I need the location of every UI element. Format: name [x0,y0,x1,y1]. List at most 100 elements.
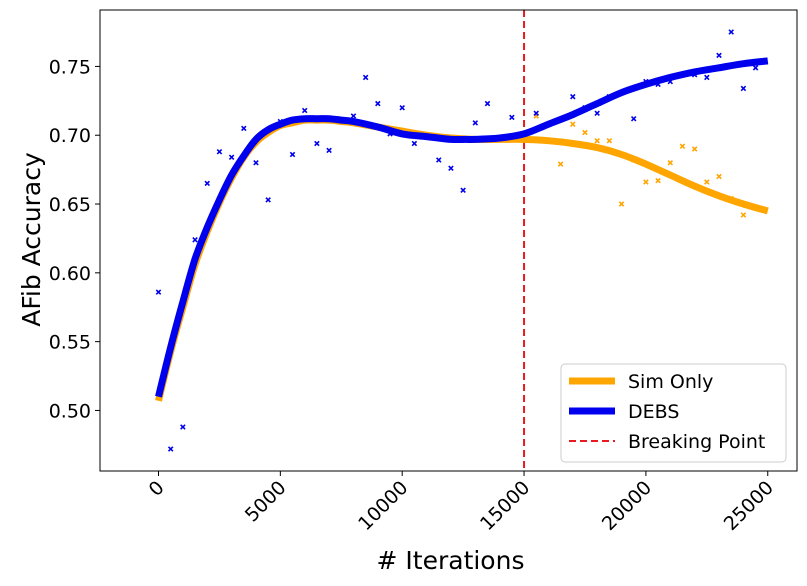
sim-only-point-stroke [643,179,649,185]
debs-point-stroke [740,85,747,92]
debs-point [326,147,332,154]
debs-point-stroke [472,120,479,126]
debs-point [484,100,491,107]
debs-point [752,65,759,71]
debs-point-stroke [460,187,466,194]
debs-point [594,110,600,116]
sim-only-point [594,137,600,144]
debs-point-stroke [533,110,539,116]
sim-only-point-stroke [594,137,600,144]
debs-point [716,52,722,59]
x-axis-title: # Iterations [377,546,525,575]
sim-only-point [655,177,661,184]
legend-box [560,363,787,463]
debs-point-stroke [241,125,247,132]
sim-only-point [740,212,747,218]
debs-point-stroke [484,100,491,107]
debs-point [435,157,442,163]
debs-point-stroke [728,29,734,35]
debs-point-stroke [216,148,223,155]
y-axis-title: AFib Accuracy [17,152,46,327]
sim-only-point-stroke [655,177,661,184]
sim-only-point [570,121,576,127]
y-tick-label: 0.75 [49,56,91,78]
sim-only-point [606,137,613,144]
sim-only-point [582,129,588,136]
debs-point [216,148,223,155]
sim-only-point-stroke [716,173,722,180]
debs-point [314,140,320,147]
debs-point [350,113,357,119]
debs-point [728,29,734,35]
debs-point [362,74,369,81]
sim-only-point [643,179,649,185]
debs-point [472,120,479,126]
y-tick-label: 0.70 [49,125,91,147]
sim-only-point-stroke [667,159,674,166]
sim-only-point-stroke [582,129,588,136]
legend-label: DEBS [628,401,679,423]
debs-point [228,154,235,161]
debs-point [448,165,454,172]
legend-label: Sim Only [628,371,713,393]
debs-point [289,151,296,158]
sim-only-point [716,173,722,180]
debs-point [509,114,515,121]
debs-point [375,100,381,107]
sim-only-point-stroke [570,121,576,127]
sim-only-point [618,201,625,207]
debs-point-stroke [265,197,271,203]
debs-point-stroke [167,446,174,452]
sim-only-point-stroke [704,179,710,185]
debs-line [155,57,769,398]
debs-point-stroke [155,289,162,295]
debs-point-stroke [375,100,381,107]
y-tick-label: 0.65 [49,194,91,216]
y-tick-label: 0.55 [49,332,91,354]
sim-only-point [557,161,564,167]
debs-point-stroke [289,151,296,158]
debs-point-stroke [192,237,198,243]
debs-point [460,187,466,194]
debs-point-stroke [362,74,369,81]
debs-point-stroke [301,107,308,114]
sim-only-point [691,146,698,152]
debs-point [204,180,210,187]
legend: Sim Only DEBS Breaking Point [560,363,787,463]
debs-point-stroke [704,74,710,81]
sim-only-point [679,143,686,150]
sim-only-point-stroke [557,161,564,167]
debs-point-stroke [314,140,320,147]
debs-point-stroke [253,159,259,166]
debs-point [704,74,710,81]
debs-point-stroke [630,115,637,122]
y-tick-label: 0.50 [49,400,91,422]
debs-point-stroke [411,140,418,147]
debs-point-stroke [326,147,332,154]
debs-point [630,115,637,122]
sim-only-point-stroke [740,212,747,218]
debs-point-stroke [716,52,722,59]
debs-point [570,93,576,100]
debs-point-stroke [448,165,454,172]
debs-point-stroke [350,113,357,119]
sim-only-point-stroke [606,137,613,144]
legend-label: Breaking Point [628,431,765,453]
debs-point [740,85,747,92]
debs-point-stroke [228,154,235,161]
plot-area [155,10,769,471]
debs-point [399,104,405,111]
y-tick-label: 0.60 [49,263,91,285]
debs-point [533,110,539,116]
sim-only-point [704,179,710,185]
debs-point [253,159,259,166]
plot-frame [99,9,798,472]
debs-point-stroke [180,424,186,430]
debs-point [192,237,198,243]
sim-only-point-stroke [618,201,625,207]
debs-point-stroke [594,110,600,116]
debs-point [167,446,174,452]
debs-point [155,289,162,295]
